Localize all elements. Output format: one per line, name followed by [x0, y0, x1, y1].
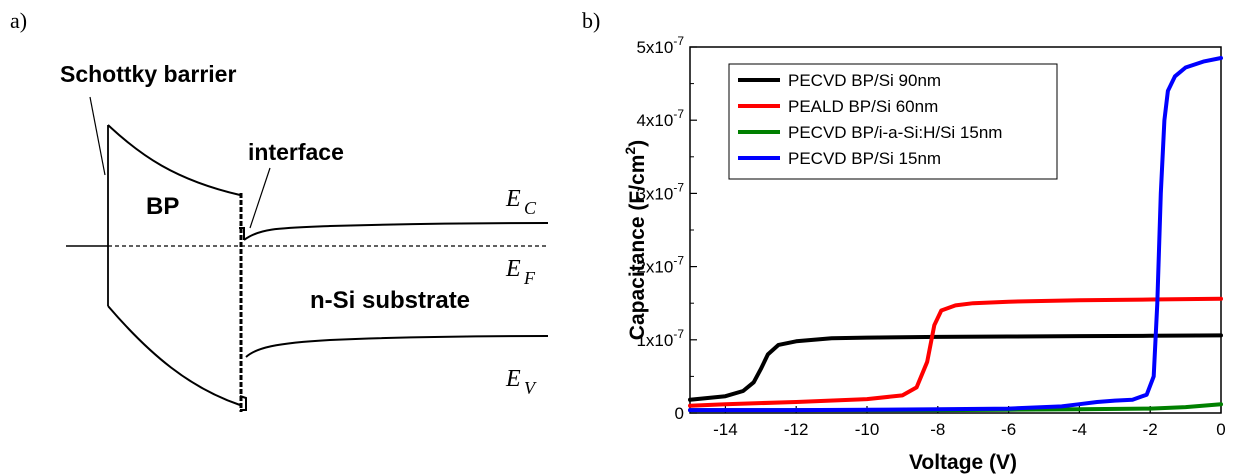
schottky-pointer-line — [89, 96, 106, 176]
x-axis-label: Voltage (V) — [909, 451, 1017, 474]
series-line-1 — [688, 333, 1223, 402]
panel-a-label: a) — [10, 8, 27, 33]
legend-label-3: PECVD BP/i-a-Si:H/Si 15nm — [788, 123, 1002, 142]
chart-legend: PECVD BP/Si 90nm PEALD BP/Si 60nm PECVD BP… — [728, 63, 1058, 180]
x-tick-label: -14 — [713, 420, 738, 439]
bp-label: BP — [146, 193, 179, 220]
si-conduction-band — [243, 222, 549, 241]
legend-label-1: PECVD BP/Si 90nm — [788, 71, 941, 90]
interface-label: interface — [248, 139, 344, 165]
x-tick-label: -12 — [784, 420, 809, 439]
legend-box — [728, 63, 1058, 180]
x-tick-label: -2 — [1143, 420, 1158, 439]
bp-conduction-band — [107, 124, 241, 196]
interface-notch-bottom — [239, 395, 247, 411]
series-line-2 — [688, 296, 1223, 408]
legend-label-4: PECVD BP/Si 15nm — [788, 149, 941, 168]
x-tick-label: -8 — [930, 420, 945, 439]
substrate-label: n-Si substrate — [310, 287, 470, 314]
y-tick-label: 2x10-7 — [636, 254, 684, 277]
panel-b-label: b) — [582, 8, 600, 33]
si-valence-band — [245, 335, 549, 358]
y-tick-label: 4x10-7 — [636, 107, 684, 130]
legend-label-2: PEALD BP/Si 60nm — [788, 97, 938, 116]
interface-notch-top — [239, 227, 245, 240]
x-tick-label: -10 — [855, 420, 880, 439]
x-tick-label: 0 — [1216, 420, 1225, 439]
y-tick-label: 0 — [675, 404, 684, 423]
bp-valence-band — [107, 305, 241, 406]
x-tick-label: -6 — [1001, 420, 1016, 439]
y-axis-label: Capacitance (F/cm2) — [622, 140, 649, 340]
y-tick-label: 3x10-7 — [636, 180, 684, 203]
schottky-barrier-label: Schottky barrier — [60, 61, 236, 87]
interface-pointer-line — [249, 167, 271, 229]
y-tick-label: 5x10-7 — [636, 34, 684, 57]
y-tick-label: 1x10-7 — [636, 327, 684, 350]
capacitance-voltage-chart: -14 -12 -10 -8 -6 -4 -2 0 0 1x10-7 2x10-7 3x10-7 4x1… — [636, 34, 1225, 439]
series-line-4 — [688, 56, 1223, 413]
x-tick-label: -4 — [1072, 420, 1087, 439]
